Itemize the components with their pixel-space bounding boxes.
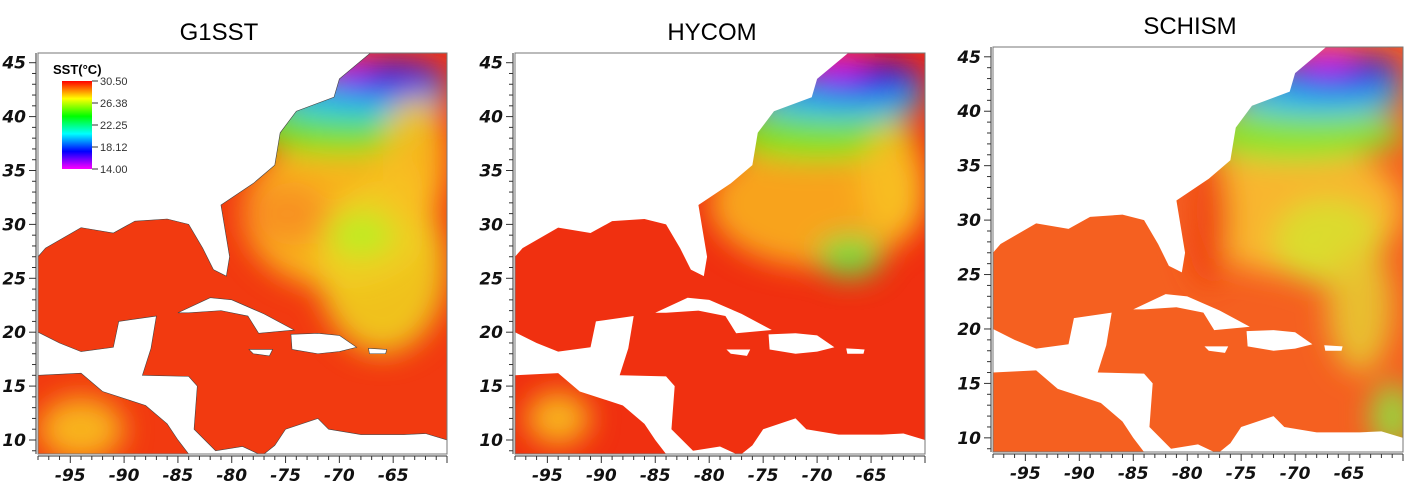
x-tick-label: -95 xyxy=(1010,464,1041,482)
hispaniola-land xyxy=(1246,330,1313,351)
y-tick-label: 40 xyxy=(478,108,503,128)
y-tick-label: 25 xyxy=(957,266,981,286)
hispaniola-land xyxy=(768,333,835,354)
puerto-rico-land xyxy=(1324,345,1343,351)
cuba-land xyxy=(1133,294,1250,331)
colorbar: SST(°C)30.50 26.38 22.25 18.12 14.00 xyxy=(53,62,128,176)
y-tick-label: 35 xyxy=(957,157,981,177)
sst-field xyxy=(38,53,447,454)
y-tick-label: 35 xyxy=(479,161,503,181)
central-america-land xyxy=(515,316,737,454)
y-tick-label: 40 xyxy=(1,108,26,128)
sst-anomaly xyxy=(1327,241,1393,373)
puerto-rico-land xyxy=(368,348,388,355)
panel-title: SCHISM xyxy=(1143,13,1236,40)
central-america-land xyxy=(993,312,1215,452)
y-tick-label: 15 xyxy=(957,374,981,394)
sst-field xyxy=(993,47,1403,452)
x-tick-label: -65 xyxy=(856,466,887,482)
x-tick-label: -65 xyxy=(378,466,409,482)
panel-title: G1SST xyxy=(180,19,259,46)
x-tick-label: -80 xyxy=(1172,464,1203,482)
y-tick-label: 35 xyxy=(2,161,26,181)
sst-anomaly xyxy=(382,95,447,225)
x-tick-label: -70 xyxy=(1280,464,1311,482)
x-tick-label: -85 xyxy=(1118,464,1149,482)
colorbar-label: 26.38 xyxy=(100,98,128,110)
map-panel-g1sst: G1SST -95 -90 -85 -80 -75 -70 -65 45 40 35 30 25 20 15… xyxy=(1,19,448,482)
sst-anomaly xyxy=(38,396,125,454)
y-tick-label: 20 xyxy=(479,323,503,343)
y-tick-label: 25 xyxy=(2,269,26,289)
y-tick-label: 45 xyxy=(478,54,503,74)
x-tick-label: -75 xyxy=(1226,464,1257,482)
south-america-land xyxy=(1219,416,1403,452)
colorbar-gradient xyxy=(62,81,92,169)
cuba-land xyxy=(655,297,772,334)
y-tick-label: 15 xyxy=(2,377,26,397)
sst-anomaly xyxy=(860,127,925,236)
y-tick-label: 20 xyxy=(957,320,981,340)
y-tick-label: 25 xyxy=(479,269,503,289)
y-tick-label: 30 xyxy=(2,215,26,235)
north-america-land xyxy=(515,53,849,277)
cuba-land xyxy=(177,297,296,334)
sst-anomaly xyxy=(1187,154,1231,286)
y-tick-label: 30 xyxy=(479,215,503,235)
y-tick-label: 40 xyxy=(956,102,981,122)
jamaica-land xyxy=(726,349,751,356)
y-tick-label: 10 xyxy=(2,431,26,451)
sst-anomaly xyxy=(242,181,329,246)
x-tick-label: -95 xyxy=(532,466,563,482)
puerto-rico-land xyxy=(846,348,865,354)
y-tick-label: 45 xyxy=(1,54,26,74)
map-frame xyxy=(992,46,1404,453)
y-tick-label: 30 xyxy=(957,211,981,231)
map-frame xyxy=(514,52,926,455)
colorbar-label: 22.25 xyxy=(100,120,128,132)
x-tick-label: -65 xyxy=(1334,464,1365,482)
sst-anomaly xyxy=(817,235,882,279)
sst-anomaly xyxy=(525,391,591,446)
map-frame xyxy=(37,52,448,455)
jamaica-land xyxy=(248,349,274,357)
x-tick-label: -75 xyxy=(748,466,779,482)
colorbar-label: 30.50 xyxy=(100,76,128,88)
x-tick-label: -75 xyxy=(270,466,301,482)
central-america-land xyxy=(38,315,259,454)
y-tick-label: 10 xyxy=(479,431,503,451)
south-america-land xyxy=(741,418,925,454)
x-tick-label: -70 xyxy=(802,466,833,482)
x-tick-label: -70 xyxy=(324,466,355,482)
y-tick-label: 10 xyxy=(957,429,981,449)
jamaica-land xyxy=(1204,346,1229,353)
x-tick-label: -90 xyxy=(1064,464,1095,482)
panel-title: HYCOM xyxy=(667,19,756,46)
y-tick-label: 15 xyxy=(479,377,503,397)
colorbar-title: SST(°C) xyxy=(53,62,102,77)
sst-field xyxy=(515,53,925,454)
x-tick-label: -85 xyxy=(163,466,194,482)
x-tick-label: -95 xyxy=(55,466,86,482)
y-tick-label: 45 xyxy=(956,48,981,68)
map-panel-hycom: HYCOM -95 -90 -85 -80 -75 -70 -65 45 40 35 30 25 20 15… xyxy=(478,19,926,482)
colorbar-label: 14.00 xyxy=(100,164,128,176)
y-tick-label: 20 xyxy=(2,323,26,343)
sst-anomaly xyxy=(720,105,915,160)
north-america-land xyxy=(38,53,371,277)
x-tick-label: -80 xyxy=(694,466,725,482)
x-tick-label: -80 xyxy=(216,466,247,482)
map-panel-schism: SCHISM -95 -90 -85 -80 -75 -70 -65 45 40 35 30 25 20 1… xyxy=(956,13,1404,482)
x-tick-label: -90 xyxy=(586,466,617,482)
south-america-land xyxy=(263,418,447,454)
x-tick-label: -85 xyxy=(640,466,671,482)
hispaniola-land xyxy=(290,332,358,355)
colorbar-label: 18.12 xyxy=(100,142,128,154)
x-tick-label: -90 xyxy=(109,466,140,482)
sst-anomaly xyxy=(328,213,394,257)
